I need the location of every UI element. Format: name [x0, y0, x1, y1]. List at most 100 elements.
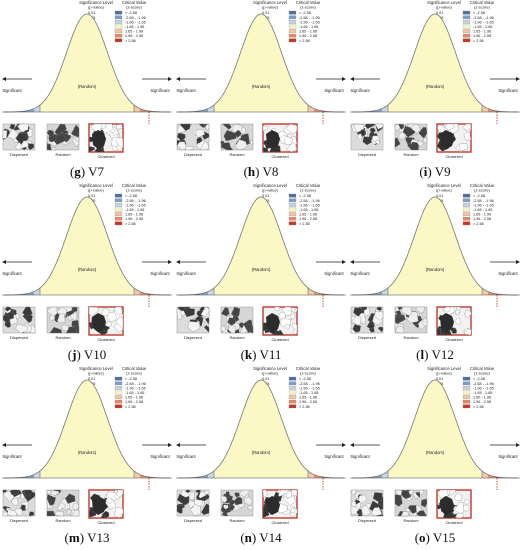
legend-z-range: -1.65 - 1.65 [473, 208, 492, 212]
dispersed-label: Dispersed [358, 335, 376, 340]
legend-z-range: 1.65 - 1.96 [125, 213, 143, 217]
normal-curve [4, 14, 170, 112]
significance-subtitle: (p-value) [88, 5, 104, 10]
legend-z-range: > 2.58 [299, 222, 310, 226]
left-tail-band-0.10 [34, 470, 40, 478]
legend-z-range: 1.65 - 1.96 [299, 213, 317, 217]
right-significant-label: Significant [498, 454, 518, 459]
right-significant-label: Significant [498, 271, 518, 276]
dispersed-label: Dispersed [184, 152, 202, 157]
clustered-map [88, 489, 124, 519]
legend-z-range: 1.65 - 1.96 [299, 30, 317, 34]
panel-caption: (h) V8 [243, 164, 279, 179]
legend-p-value: 0.01 [436, 11, 443, 15]
left-significant-label: Significant [2, 88, 22, 93]
legend-swatch [114, 212, 123, 216]
legend-swatch [462, 15, 471, 20]
panel-letter: n [244, 530, 252, 545]
panel-caption: (n) V14 [240, 530, 282, 545]
right-significant-label: Significant [150, 271, 170, 276]
dispersed-map [176, 123, 210, 151]
legend-swatch [114, 10, 123, 15]
clustered-map [88, 306, 124, 336]
legend-z-range: -2.58 - -1.96 [473, 382, 494, 386]
left-significant-label: Significant [176, 88, 196, 93]
legend-z-range: > 2.58 [125, 405, 136, 409]
legend-swatch [114, 193, 123, 198]
normal-curve-outline [178, 196, 344, 296]
legend-z-range: < -2.58 [473, 194, 485, 198]
critical-title: Critical Value [470, 0, 495, 5]
random-center-label: (Random) [252, 84, 271, 89]
panel-letter: o [419, 530, 426, 545]
left-tail-band-0.10 [208, 287, 214, 295]
normal-curve [4, 380, 170, 478]
critical-subtitle: (z-score) [300, 371, 316, 376]
legend-z-range: < -2.58 [125, 11, 137, 15]
panel-variable: V10 [83, 347, 107, 362]
legend-z-range: -1.96 - -1.65 [473, 20, 494, 24]
random-map [46, 306, 80, 334]
normal-curve-outline [178, 379, 344, 479]
random-label: Random [55, 518, 71, 523]
significance-title: Significance Level [79, 366, 113, 371]
clustered-label: Clustered [445, 337, 462, 342]
legend-p-value: 0.01 [88, 194, 95, 198]
random-center-label: (Random) [78, 450, 97, 455]
legend-z-range: < -2.58 [473, 11, 485, 15]
legend-swatch [114, 207, 123, 212]
normal-curve [178, 380, 344, 478]
left-significant-label: Significant [176, 271, 196, 276]
random-center-label: (Random) [426, 267, 445, 272]
left-arrow [350, 260, 380, 264]
legend-z-range: > 2.58 [473, 222, 484, 226]
normal-curve-outline [4, 379, 170, 479]
figure-panel-o: Significance Level (p-value) Critical Va… [348, 366, 522, 549]
dispersed-map [350, 123, 384, 151]
critical-title: Critical Value [122, 0, 147, 5]
panel-caption: (k) V11 [240, 347, 282, 362]
left-tail-band-0.10 [34, 287, 40, 295]
legend-swatch [114, 381, 123, 386]
legend-z-range: 1.96 - 2.58 [299, 34, 317, 38]
legend-swatch [288, 376, 297, 381]
right-arrow [490, 77, 520, 81]
right-tail-band-0.10 [308, 470, 314, 478]
legend-z-range: -2.58 - -1.96 [299, 382, 320, 386]
legend-z-range: 1.96 - 2.58 [125, 400, 143, 404]
left-arrow [176, 443, 206, 447]
right-tail-band-0.10 [308, 287, 314, 295]
figure-panel-h: Significance Level (p-value) Critical Va… [174, 0, 348, 183]
significance-title: Significance Level [79, 183, 113, 188]
random-map [220, 489, 254, 517]
legend-swatch [462, 381, 471, 386]
clustered-label: Clustered [97, 520, 114, 525]
legend-swatch [114, 386, 123, 390]
clustered-label: Clustered [271, 520, 288, 525]
legend-z-range: 1.65 - 1.96 [125, 30, 143, 34]
figure-panel-j: Significance Level (p-value) Critical Va… [0, 183, 174, 366]
legend-swatch [288, 212, 297, 216]
legend-swatch [288, 33, 297, 38]
legend-z-range: < -2.58 [473, 377, 485, 381]
clustered-label: Clustered [271, 337, 288, 342]
legend-z-range: -1.65 - 1.65 [125, 208, 144, 212]
significance-subtitle: (p-value) [262, 188, 278, 193]
panel-letter: j [72, 347, 77, 362]
clustered-label: Clustered [445, 520, 462, 525]
dispersed-label: Dispersed [10, 335, 28, 340]
left-significant-label: Significant [350, 454, 370, 459]
clustered-map [88, 123, 124, 153]
legend-swatch [462, 203, 471, 207]
right-significant-label: Significant [150, 88, 170, 93]
legend-z-range: 1.96 - 2.58 [473, 34, 491, 38]
legend-z-range: < -2.58 [125, 194, 137, 198]
right-arrow [316, 77, 346, 81]
figure-panel-l: Significance Level (p-value) Critical Va… [348, 183, 522, 366]
figure-panel-k: Significance Level (p-value) Critical Va… [174, 183, 348, 366]
legend-z-range: 1.65 - 1.96 [299, 396, 317, 400]
clustered-label: Clustered [445, 154, 462, 159]
legend-z-range: -2.58 - -1.96 [473, 16, 494, 20]
left-arrow [2, 260, 32, 264]
